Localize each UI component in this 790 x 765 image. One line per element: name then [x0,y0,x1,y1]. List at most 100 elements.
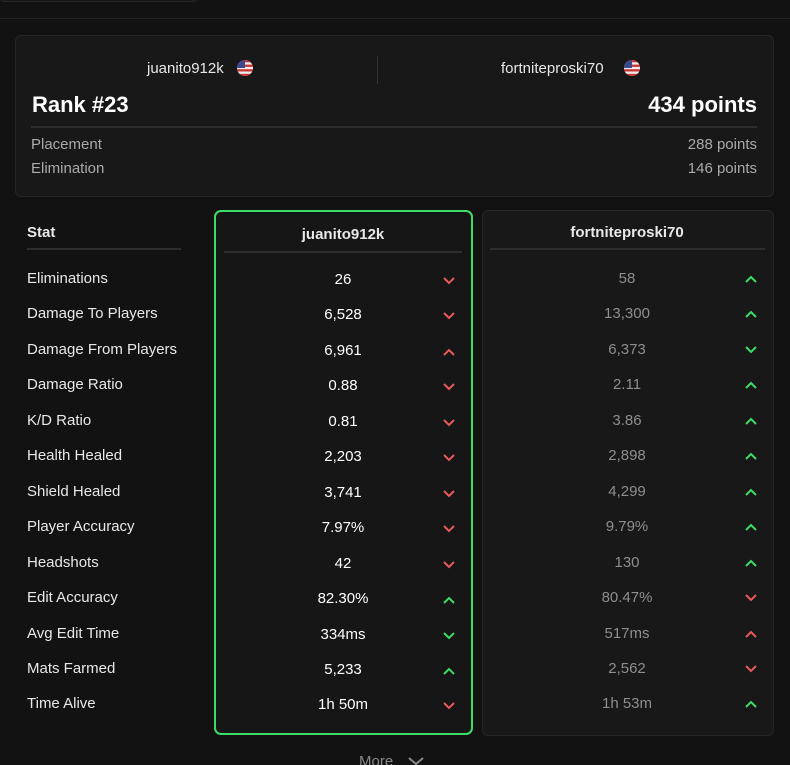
trend-arrow [745,488,757,496]
stat-value: 2,898 [608,447,646,465]
trend-arrow [443,454,455,462]
chevron [443,454,455,462]
trend-arrow [443,560,455,569]
trend-arrow [745,346,757,354]
stat-value: 9.79% [605,518,649,536]
trend-arrow [745,594,757,602]
stat-value: 7.97% [321,519,365,537]
player-column [482,210,774,736]
trend-arrow [443,667,455,675]
stat-label: Mats Farmed [27,659,116,677]
trend-arrow [443,631,455,639]
column-header: Stat [27,224,56,241]
stat-value: 130 [614,553,640,571]
stat-value: 82.30% [317,590,369,608]
trend-arrow [443,419,455,427]
stat-value: 3.86 [612,411,642,429]
stat-value: 4,299 [608,482,646,500]
stat-label: Shield Healed [27,482,121,500]
trend-arrow [443,596,455,604]
stat-value: 1h 50m [317,696,369,714]
chevron [745,559,757,567]
separator [0,18,790,19]
top-fragment [0,0,197,2]
stat-value: 2,203 [324,448,362,466]
trend-arrow [745,630,757,638]
total-points: 434 points [648,92,757,117]
stat-label: Headshots [27,553,99,571]
stat-label: Time Alive [27,695,96,713]
chevron [745,346,757,354]
stat-value: 6,528 [324,306,362,324]
stat-label: Health Healed [27,447,123,465]
stat-label: Avg Edit Time [27,624,120,642]
chevron [745,452,757,460]
chevron [745,381,757,390]
trend-arrow [745,311,757,319]
chevron [443,560,455,569]
stat-value: 2.11 [612,376,642,394]
column-header: juanito912k [301,226,385,243]
chevron [443,596,455,604]
stat-value: 2,562 [608,659,646,677]
trend-arrow [443,489,455,498]
chevron [443,702,455,710]
chevron [745,665,757,673]
stat-value: 42 [334,554,352,572]
trend-arrow [443,525,455,533]
breakdown-label: Placement [31,136,102,153]
stat-value: 6,373 [608,340,646,358]
trend-arrow [745,559,757,567]
stat-label: Damage To Players [27,305,158,323]
chevron [745,311,757,319]
separator [27,248,181,250]
trend-arrow [443,383,455,391]
separator [224,251,462,253]
stat-label: Damage Ratio [27,376,123,394]
player-name: juanito912k [147,60,224,77]
trend-arrow [443,277,455,285]
stat-value: 58 [618,270,636,287]
trend-arrow [745,452,757,460]
player-name: fortniteproski70 [501,60,604,77]
breakdown-label: Elimination [31,160,105,177]
stat-value: 517ms [604,624,650,642]
trend-arrow [443,312,455,320]
chevron [745,630,757,638]
chevron [443,348,455,356]
divider [377,56,378,84]
column-header: fortniteproski70 [570,224,684,241]
stat-label: Eliminations [27,270,108,287]
flag-icon [237,60,253,76]
stat-value: 13,300 [604,305,650,323]
stat-value: 0.88 [328,377,358,395]
trend-arrow [745,523,757,531]
chevron [745,488,757,496]
stat-value: 3,741 [324,483,362,501]
trend-arrow [443,348,455,356]
trend-arrow [745,417,757,425]
breakdown-value: 146 points [687,160,757,177]
chevron [443,489,455,498]
match-card [15,35,774,197]
breakdown-value: 288 points [687,136,757,153]
stat-label: K/D Ratio [27,411,92,429]
flag-icon [624,60,640,76]
separator [31,126,757,128]
stat-value: 80.47% [601,589,653,607]
stat-value: 26 [334,271,352,288]
trend-arrow [745,665,757,673]
trend-arrow [443,702,455,710]
stat-value: 5,233 [324,660,362,678]
highlighted-column [214,210,473,735]
rank: Rank #23 [32,92,129,117]
stat-value: 1h 53m [601,695,653,713]
chevron [443,419,455,427]
chevron [745,700,757,709]
chevron [745,594,757,602]
chevron [443,525,455,533]
chevron [443,631,455,639]
more-button[interactable]: More [359,753,394,765]
stat-label: Edit Accuracy [27,589,118,607]
chevron [443,277,455,285]
